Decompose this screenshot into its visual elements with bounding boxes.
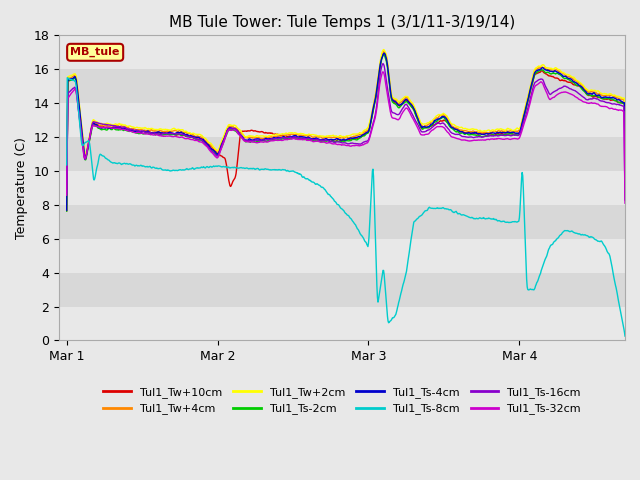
Title: MB Tule Tower: Tule Temps 1 (3/1/11-3/19/14): MB Tule Tower: Tule Temps 1 (3/1/11-3/19… xyxy=(169,15,515,30)
Bar xyxy=(59,307,625,340)
Bar xyxy=(59,273,625,307)
Bar xyxy=(59,36,625,69)
Bar xyxy=(59,69,625,103)
Bar xyxy=(59,205,625,239)
Bar xyxy=(59,103,625,137)
Y-axis label: Temperature (C): Temperature (C) xyxy=(15,137,28,239)
Text: MB_tule: MB_tule xyxy=(70,47,120,58)
Bar xyxy=(59,239,625,273)
Bar xyxy=(59,137,625,171)
Legend: Tul1_Tw+10cm, Tul1_Tw+4cm, Tul1_Tw+2cm, Tul1_Ts-2cm, Tul1_Ts-4cm, Tul1_Ts-8cm, T: Tul1_Tw+10cm, Tul1_Tw+4cm, Tul1_Tw+2cm, … xyxy=(99,383,586,419)
Bar xyxy=(59,171,625,205)
